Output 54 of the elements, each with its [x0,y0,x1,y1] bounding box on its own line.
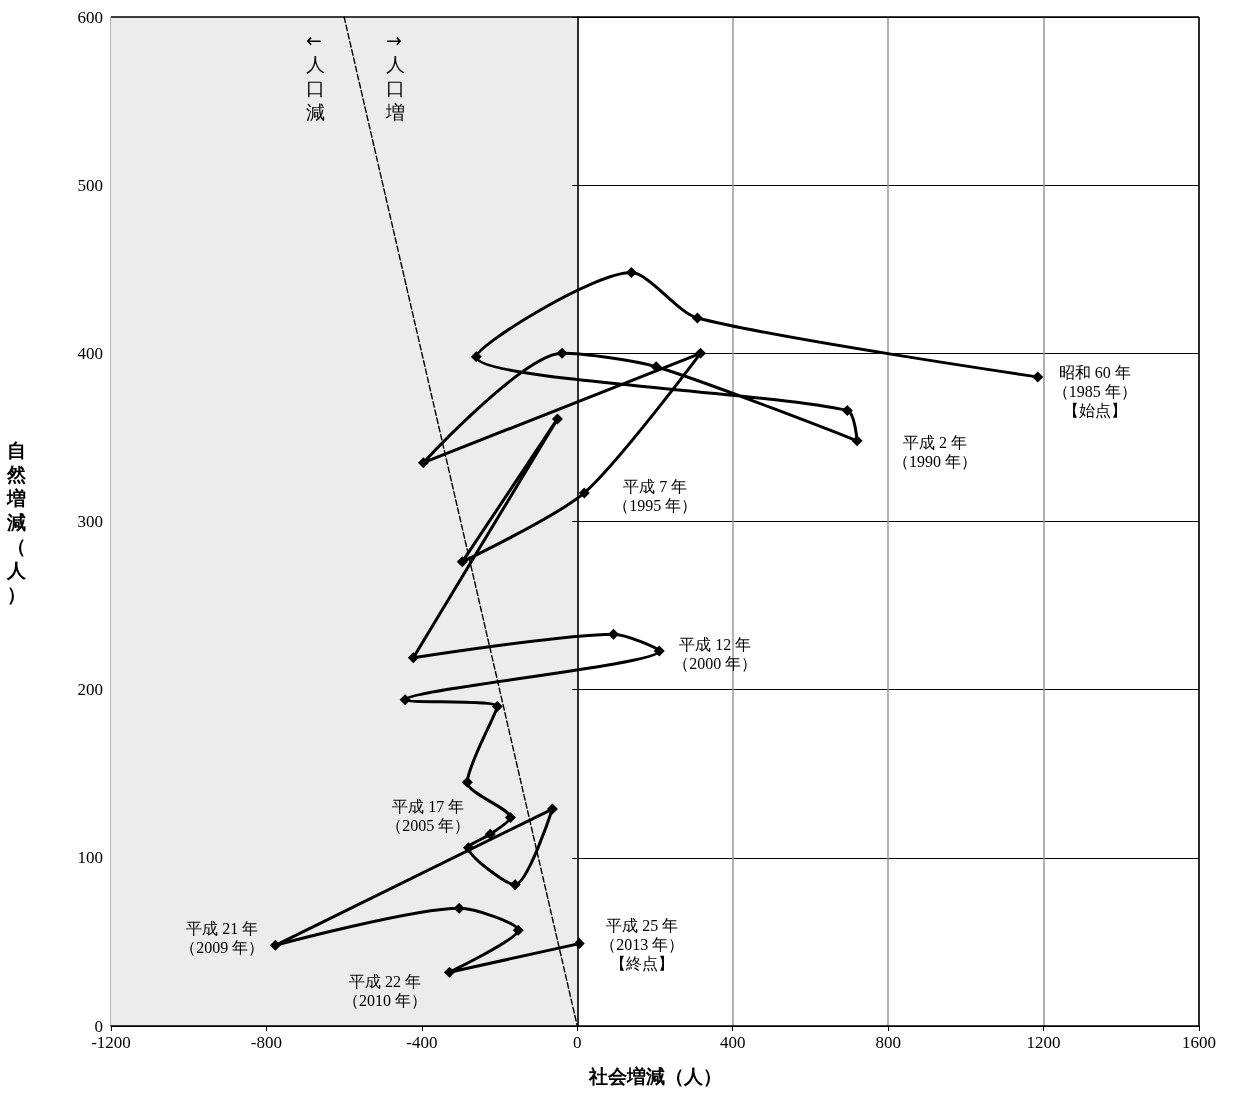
x-axis-title: 社会増減（人） [587,1064,722,1087]
point [399,694,411,706]
point [691,312,703,324]
point [650,361,662,373]
point [694,347,706,359]
x-tick-label: 400 [719,1033,746,1052]
x-tick-label: -1200 [91,1033,131,1052]
y-tick-label: 500 [77,175,103,195]
annotation: 平成 25 年（2013 年）【終点】 [600,916,685,972]
point [546,803,558,815]
point [1032,371,1044,383]
y-tick-label: 400 [77,343,103,363]
point [556,347,568,359]
y-tick-label: 100 [77,848,103,868]
point [578,487,590,499]
point [443,966,455,978]
point [456,556,468,568]
annotation: 昭和 60 年（1985 年）【始点】 [1052,363,1137,419]
point [653,645,665,657]
point [269,939,281,951]
point [851,435,863,447]
annotation: 平成 21 年（2009 年） [180,920,265,957]
y-tick-label: 600 [77,7,103,27]
point [625,267,637,279]
point [509,879,521,891]
point [484,828,496,840]
y-tick-label: 300 [77,512,103,531]
point [407,652,419,664]
point [470,351,482,363]
x-tick-label: 800 [875,1033,901,1052]
annotation: 平成 12 年（2000 年） [673,635,758,672]
x-tick-label: -800 [250,1033,283,1052]
x-tick-label: -400 [406,1033,438,1052]
y-axis-title: 自然増減（人） [6,438,27,605]
annotation: 平成 7 年（1995 年） [613,477,698,514]
y-tick-label: 0 [94,1016,103,1036]
point [504,811,516,823]
point [461,776,473,788]
annotation: →人口増 [385,29,405,123]
point [462,842,474,854]
y-tick-label: 200 [77,680,103,700]
point [491,700,503,712]
x-tick-label: 1600 [1182,1033,1216,1052]
x-tick-label: 0 [573,1033,582,1052]
annotation: 平成 2 年（1990 年） [893,433,978,470]
annotation: 平成 22 年（2010 年） [343,973,427,1009]
annotation: ←人口減 [306,29,325,123]
point [417,457,429,469]
point [551,413,563,425]
point [512,924,524,936]
x-tick-label: 1200 [1026,1033,1061,1052]
point [841,405,853,417]
point [573,938,585,950]
annotation: 平成 17 年（2005 年） [386,798,471,835]
